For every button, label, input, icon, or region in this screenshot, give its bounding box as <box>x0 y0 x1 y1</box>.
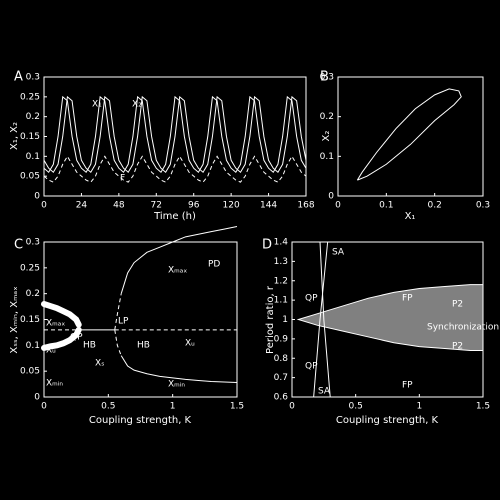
x-tick-label: 0 <box>289 402 295 412</box>
annotation: P2 <box>452 342 463 352</box>
series-line <box>120 355 238 384</box>
y-tick-label: 1.2 <box>274 276 288 286</box>
x-tick-label: 1 <box>170 402 176 412</box>
y-tick-label: 0.2 <box>320 112 334 122</box>
y-tick-label: 0.2 <box>26 289 40 299</box>
panel-label: D <box>262 238 272 253</box>
y-tick-label: 0.8 <box>274 354 289 364</box>
x-tick-label: 0.5 <box>101 402 115 412</box>
series-label: X₁ <box>92 100 102 110</box>
y-axis-title: X₁, X₂ <box>9 122 20 150</box>
annotation: HB <box>137 341 150 351</box>
y-tick-label: 0.7 <box>274 373 288 383</box>
x-tick-label: 48 <box>113 201 125 211</box>
x-tick-label: 96 <box>188 201 200 211</box>
x-tick-label: 0.5 <box>349 402 363 412</box>
y-tick-label: 0.25 <box>20 263 40 273</box>
x-tick-label: 144 <box>260 201 277 211</box>
series-line <box>356 88 462 181</box>
annotation: Xᵤ <box>46 346 56 356</box>
series-line <box>41 301 82 328</box>
panel-label: B <box>320 70 329 85</box>
annotation: P2 <box>452 300 463 310</box>
x-tick-label: 168 <box>297 201 314 211</box>
y-axis-title: X₂ <box>321 131 332 142</box>
y-tick-label: 0.3 <box>320 73 334 83</box>
x-tick-label: 1.5 <box>230 402 244 412</box>
y-tick-label: 0.1 <box>26 152 40 162</box>
panel-label: A <box>14 70 23 85</box>
annotation: Xₘᵢₙ <box>46 379 63 389</box>
x-axis-title: X₁ <box>405 211 416 222</box>
x-tick-label: 0.3 <box>476 201 490 211</box>
annotation: FP <box>402 381 413 391</box>
x-tick-label: 1 <box>416 402 422 412</box>
series-line <box>41 326 82 351</box>
y-axis-title: Xₛₛ, Xₘᵢₙ, Xₘₐₓ <box>9 286 20 353</box>
y-tick-label: 1.4 <box>274 238 289 248</box>
series-line <box>43 155 307 183</box>
annotation: LP <box>118 317 129 327</box>
y-tick-label: 0.1 <box>26 341 40 351</box>
annotation: PD <box>208 260 220 270</box>
plot-frame <box>337 76 484 197</box>
y-tick-label: 1.3 <box>274 257 288 267</box>
x-tick-label: 0 <box>335 201 341 211</box>
y-tick-label: 0.3 <box>26 73 40 83</box>
series-line <box>114 329 122 356</box>
y-tick-label: 0 <box>328 192 334 202</box>
y-tick-label: 0.6 <box>274 393 289 403</box>
y-tick-label: 0.25 <box>20 92 40 102</box>
annotation: FP <box>402 294 413 304</box>
annotation: Synchronization <box>427 323 499 333</box>
x-tick-label: 0 <box>41 402 47 412</box>
y-tick-label: 0 <box>34 192 40 202</box>
series-line <box>319 241 331 398</box>
y-tick-label: 0 <box>34 393 40 403</box>
y-tick-label: 1.1 <box>274 296 288 306</box>
y-tick-label: 0.05 <box>20 367 40 377</box>
annotation: Xₛ <box>95 359 105 369</box>
x-tick-label: 1.5 <box>476 402 490 412</box>
x-tick-label: 24 <box>76 201 88 211</box>
x-tick-label: 72 <box>151 201 162 211</box>
x-axis-title: Coupling strength, K <box>336 415 439 426</box>
y-tick-label: 0.15 <box>20 132 40 142</box>
x-tick-label: 120 <box>223 201 240 211</box>
x-tick-label: 0.1 <box>379 201 393 211</box>
y-tick-label: 0.05 <box>20 172 40 182</box>
x-tick-label: 0 <box>41 201 47 211</box>
series-line <box>114 293 122 330</box>
y-tick-label: 0.9 <box>274 334 289 344</box>
y-tick-label: 1 <box>282 315 288 325</box>
annotation: SA <box>332 248 345 258</box>
annotation: SA <box>318 387 331 397</box>
x-axis-title: Time (h) <box>153 211 196 222</box>
y-tick-label: 0.15 <box>20 315 40 325</box>
x-axis-title: Coupling strength, K <box>89 415 192 426</box>
series-label: F <box>120 174 125 184</box>
x-tick-label: 0.2 <box>428 201 442 211</box>
annotation: QP <box>70 333 83 343</box>
annotation: Xₘᵢₙ <box>168 380 185 390</box>
panel-label: C <box>14 238 23 253</box>
annotation: HB <box>83 341 96 351</box>
y-tick-label: 0.3 <box>26 238 40 248</box>
y-tick-label: 0.2 <box>26 112 40 122</box>
series-line <box>43 95 307 173</box>
y-axis-title: Period ratio, r <box>265 285 276 354</box>
annotation: QP <box>305 294 318 304</box>
annotation: Xₘₐₓ <box>46 319 65 329</box>
annotation: Xₘₐₓ <box>168 266 187 276</box>
annotation: Xᵤ <box>185 339 195 349</box>
series-line <box>313 241 329 398</box>
annotation: QP <box>305 362 318 372</box>
y-tick-label: 0.1 <box>320 152 334 162</box>
series-label: X₂ <box>132 100 142 110</box>
